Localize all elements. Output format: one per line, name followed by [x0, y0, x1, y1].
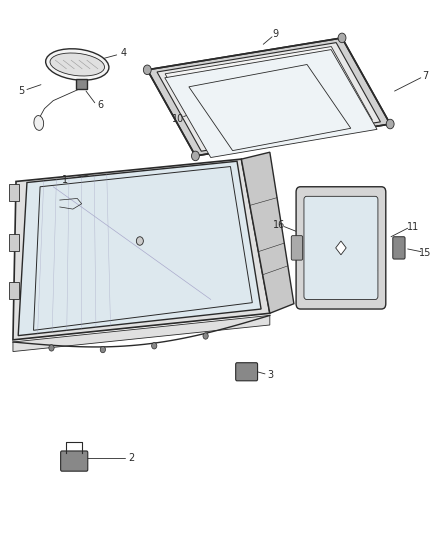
Text: 16: 16 [272, 220, 285, 230]
Text: 6: 6 [97, 100, 103, 110]
Circle shape [151, 343, 156, 349]
Circle shape [49, 345, 54, 351]
Polygon shape [157, 43, 380, 151]
Circle shape [136, 237, 143, 245]
Text: 7: 7 [421, 71, 427, 81]
Text: 4: 4 [120, 48, 126, 58]
Polygon shape [164, 50, 376, 158]
Text: 10: 10 [171, 114, 184, 124]
FancyBboxPatch shape [76, 79, 87, 90]
Text: 14: 14 [367, 265, 379, 274]
Ellipse shape [46, 49, 109, 80]
Circle shape [143, 65, 151, 75]
Polygon shape [18, 161, 261, 336]
Circle shape [385, 119, 393, 129]
FancyBboxPatch shape [290, 236, 302, 260]
FancyBboxPatch shape [235, 363, 257, 381]
Circle shape [202, 333, 208, 339]
Text: 2: 2 [128, 453, 134, 463]
Polygon shape [147, 38, 389, 156]
Circle shape [191, 151, 199, 161]
FancyBboxPatch shape [392, 237, 404, 259]
FancyBboxPatch shape [9, 234, 18, 251]
Text: 15: 15 [418, 248, 431, 258]
Text: 11: 11 [406, 222, 418, 232]
Text: 8: 8 [264, 135, 270, 145]
FancyBboxPatch shape [60, 451, 88, 471]
FancyBboxPatch shape [9, 183, 18, 200]
FancyBboxPatch shape [295, 187, 385, 309]
Text: 1: 1 [62, 175, 68, 185]
Text: 9: 9 [272, 29, 278, 39]
Ellipse shape [34, 116, 43, 131]
FancyBboxPatch shape [303, 196, 377, 300]
Ellipse shape [50, 53, 104, 76]
Circle shape [337, 33, 345, 43]
Polygon shape [241, 152, 293, 313]
Text: 5: 5 [18, 86, 25, 96]
FancyBboxPatch shape [9, 282, 18, 299]
Text: 3: 3 [267, 370, 273, 380]
Polygon shape [13, 159, 269, 340]
Polygon shape [335, 241, 346, 255]
Circle shape [100, 346, 105, 353]
Polygon shape [13, 316, 269, 352]
Polygon shape [165, 46, 371, 147]
